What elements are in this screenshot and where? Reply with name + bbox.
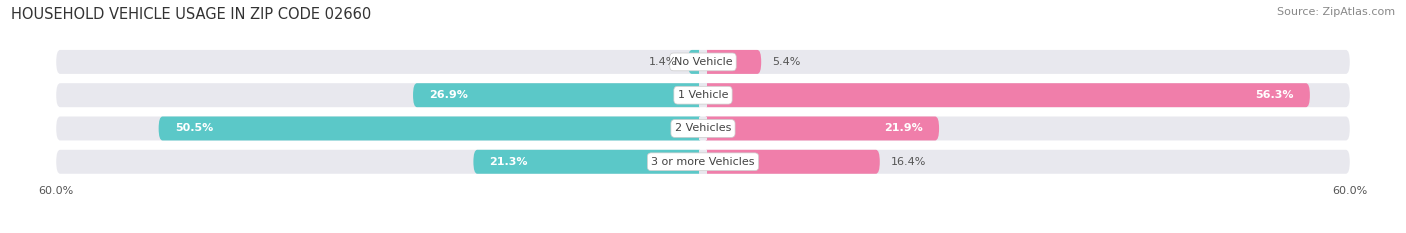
Text: No Vehicle: No Vehicle: [673, 57, 733, 67]
FancyBboxPatch shape: [703, 116, 939, 140]
Text: 2 Vehicles: 2 Vehicles: [675, 123, 731, 134]
FancyBboxPatch shape: [703, 150, 880, 174]
FancyBboxPatch shape: [56, 50, 1350, 74]
Text: 16.4%: 16.4%: [890, 157, 927, 167]
Text: Source: ZipAtlas.com: Source: ZipAtlas.com: [1277, 7, 1395, 17]
FancyBboxPatch shape: [688, 50, 703, 74]
FancyBboxPatch shape: [703, 50, 761, 74]
FancyBboxPatch shape: [703, 83, 1310, 107]
FancyBboxPatch shape: [159, 116, 703, 140]
FancyBboxPatch shape: [413, 83, 703, 107]
Text: 1.4%: 1.4%: [648, 57, 678, 67]
Bar: [703, 150, 707, 174]
Text: 21.9%: 21.9%: [884, 123, 922, 134]
Bar: [703, 50, 707, 74]
Text: 56.3%: 56.3%: [1256, 90, 1294, 100]
FancyBboxPatch shape: [56, 150, 1350, 174]
FancyBboxPatch shape: [56, 83, 1350, 107]
Bar: [703, 83, 707, 107]
Text: 3 or more Vehicles: 3 or more Vehicles: [651, 157, 755, 167]
Text: 26.9%: 26.9%: [429, 90, 468, 100]
Bar: [699, 116, 703, 140]
Text: 50.5%: 50.5%: [174, 123, 214, 134]
Text: 1 Vehicle: 1 Vehicle: [678, 90, 728, 100]
FancyBboxPatch shape: [474, 150, 703, 174]
Bar: [699, 50, 703, 74]
Bar: [699, 83, 703, 107]
Text: 5.4%: 5.4%: [772, 57, 800, 67]
Text: HOUSEHOLD VEHICLE USAGE IN ZIP CODE 02660: HOUSEHOLD VEHICLE USAGE IN ZIP CODE 0266…: [11, 7, 371, 22]
FancyBboxPatch shape: [56, 116, 1350, 140]
Bar: [703, 116, 707, 140]
Text: 21.3%: 21.3%: [489, 157, 529, 167]
Bar: [699, 150, 703, 174]
